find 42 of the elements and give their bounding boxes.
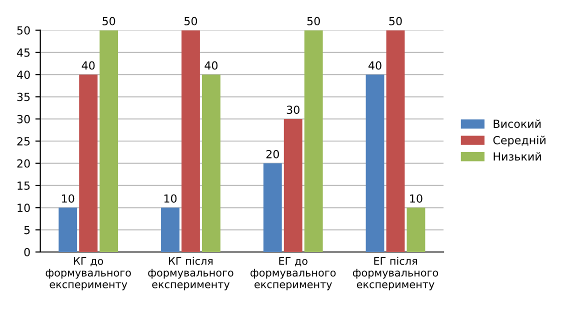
y-tick-label: 30 <box>17 114 30 124</box>
data-label: 50 <box>389 16 402 26</box>
legend-label: Низький <box>494 152 541 161</box>
x-tick-label: КГ до формувального експерименту <box>46 257 131 290</box>
data-label: 20 <box>266 150 279 158</box>
bar <box>263 163 282 252</box>
data-label: 40 <box>82 61 95 70</box>
y-tick-label: 35 <box>17 92 30 102</box>
bar <box>366 74 384 252</box>
bar <box>100 30 118 252</box>
data-label: 30 <box>286 106 300 114</box>
data-label: 10 <box>62 194 74 203</box>
y-tick-label: 40 <box>17 70 30 79</box>
bar <box>79 74 98 252</box>
y-tick-label: 0 <box>24 248 30 256</box>
y-tick-label: 20 <box>17 159 30 168</box>
data-label: 40 <box>204 61 218 70</box>
data-label: 50 <box>184 16 198 26</box>
bar <box>58 208 78 252</box>
legend-label: Середній <box>493 136 546 146</box>
y-tick-label: 10 <box>18 204 30 212</box>
data-label: 40 <box>368 61 382 70</box>
x-tick-label: ЕГ після формувального експерименту <box>352 256 438 290</box>
data-label: 10 <box>410 194 422 203</box>
y-tick-label: 50 <box>17 26 30 35</box>
bar <box>406 208 426 252</box>
bar <box>284 118 302 252</box>
bar <box>182 30 200 252</box>
bar <box>202 74 220 252</box>
bar <box>386 30 405 252</box>
x-tick-label: КГ після формувального експерименту <box>148 256 234 290</box>
y-tick-label: 15 <box>18 182 30 190</box>
bar <box>304 30 323 252</box>
y-tick-label: 5 <box>24 226 30 234</box>
data-label: 50 <box>102 16 116 26</box>
y-tick-label: 25 <box>17 137 30 146</box>
legend-label: Високий <box>494 119 541 128</box>
x-tick-label: ЕГ до формувального експерименту <box>250 257 336 290</box>
y-tick-label: 45 <box>17 48 30 57</box>
data-label: 50 <box>307 16 320 26</box>
data-label: 10 <box>164 194 177 203</box>
bar <box>161 208 180 252</box>
